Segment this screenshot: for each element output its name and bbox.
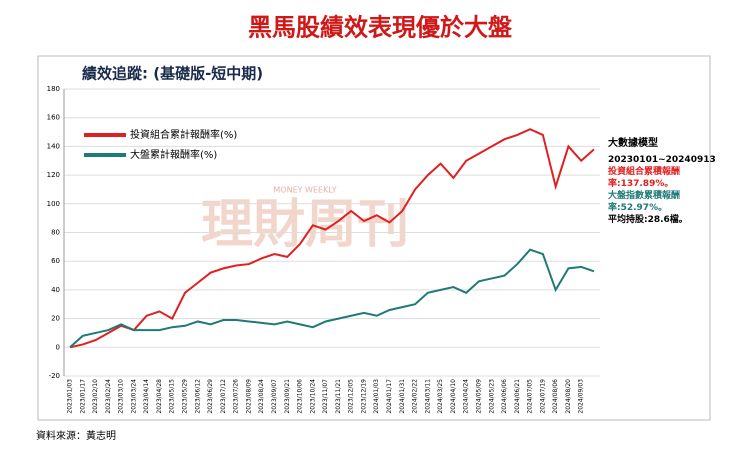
annotation: 20230101~20240913 <box>608 155 716 165</box>
x-tick-label: 2024/06/21 <box>514 379 521 414</box>
y-tick-label: 80 <box>51 229 60 237</box>
watermark: 理財周刊 <box>201 196 409 254</box>
x-tick-label: 2023/03/10 <box>118 379 125 414</box>
y-tick-label: 20 <box>51 315 60 323</box>
x-tick-label: 2024/01/17 <box>386 379 393 414</box>
x-tick-label: 2023/05/15 <box>169 379 176 414</box>
x-tick-label: 2023/09/07 <box>271 379 278 414</box>
y-tick-label: 120 <box>47 171 60 179</box>
y-tick-label: 160 <box>47 114 60 122</box>
x-tick-label: 2023/06/12 <box>194 379 201 414</box>
x-tick-label: 2023/07/26 <box>233 379 240 414</box>
y-tick-label: 100 <box>47 200 60 208</box>
annotation: 平均持股:28.6檔。 <box>608 215 688 225</box>
x-tick-label: 2023/12/19 <box>360 379 367 414</box>
line <box>69 128 595 349</box>
x-tick-label: 2023/11/21 <box>335 379 342 414</box>
x-tick-label: 2024/03/11 <box>424 379 431 414</box>
legend-label: 投資組合累計報酬率(%) <box>130 128 237 141</box>
x-tick-label: 2024/01/31 <box>399 379 406 414</box>
x-tick-label: 2024/03/25 <box>437 379 444 414</box>
x-tick-label: 2024/08/20 <box>565 379 572 414</box>
legend-label: 大盤累計報酬率(%) <box>130 148 217 161</box>
x-tick-label: 2023/11/07 <box>322 379 329 414</box>
x-tick-label: 2024/06/06 <box>501 379 508 414</box>
x-tick-label: 2023/10/06 <box>297 379 304 414</box>
x-tick-label: 2023/08/24 <box>258 379 265 414</box>
x-tick-label: 2023/05/29 <box>182 379 189 414</box>
x-tick-label: 2023/01/17 <box>79 379 86 414</box>
watermark: MONEY WEEKLY <box>273 186 336 195</box>
line <box>69 248 595 349</box>
annotation: 投資組合累積報酬率:137.89%。 <box>608 167 681 189</box>
x-tick-label: 2024/07/05 <box>527 379 534 414</box>
x-tick-label: 2023/03/24 <box>130 379 137 414</box>
x-tick-label: 2024/04/24 <box>463 379 470 414</box>
y-tick-label: 60 <box>51 257 60 265</box>
y-tick-label: 0 <box>56 343 60 351</box>
chart-title: 績效追蹤: (基礎版-短中期) <box>82 65 263 83</box>
x-tick-label: 2024/02/22 <box>412 379 419 414</box>
x-tick-label: 2023/04/14 <box>143 379 150 414</box>
x-tick-label: 2023/08/09 <box>245 379 252 414</box>
chart-frame <box>37 55 711 421</box>
x-tick-label: 2023/12/05 <box>348 379 355 414</box>
y-tick-label: 40 <box>51 286 60 294</box>
x-tick-label: 2024/04/10 <box>450 379 457 414</box>
x-tick-label: 2023/07/12 <box>220 379 227 414</box>
x-tick-label: 2023/06/29 <box>207 379 214 414</box>
x-tick-label: 2023/02/10 <box>92 379 99 414</box>
y-tick-label: 180 <box>47 85 60 93</box>
x-tick-label: 2024/09/03 <box>578 379 585 414</box>
x-tick-label: 2024/05/09 <box>475 379 482 414</box>
x-tick-label: 2023/10/24 <box>309 379 316 414</box>
annotation: 大數據模型 <box>608 138 658 149</box>
x-tick-label: 2024/05/23 <box>488 379 495 414</box>
y-tick-label: 140 <box>47 142 60 150</box>
x-tick-label: 2023/01/03 <box>67 379 74 414</box>
page-title: 黑馬股績效表現優於大盤 <box>248 14 513 42</box>
source: 資料來源：黃志明 <box>36 429 116 442</box>
x-tick-label: 2024/01/03 <box>373 379 380 414</box>
x-tick-label: 2024/08/06 <box>552 379 559 414</box>
annotation: 大盤指數累積報酬率:52.97%。 <box>608 191 681 213</box>
x-tick-label: 2023/09/21 <box>284 379 291 414</box>
x-tick-label: 2023/02/24 <box>105 379 112 414</box>
x-tick-label: 2024/07/19 <box>539 379 546 414</box>
y-tick-label: -20 <box>49 372 60 380</box>
x-tick-label: 2023/04/28 <box>156 379 163 414</box>
